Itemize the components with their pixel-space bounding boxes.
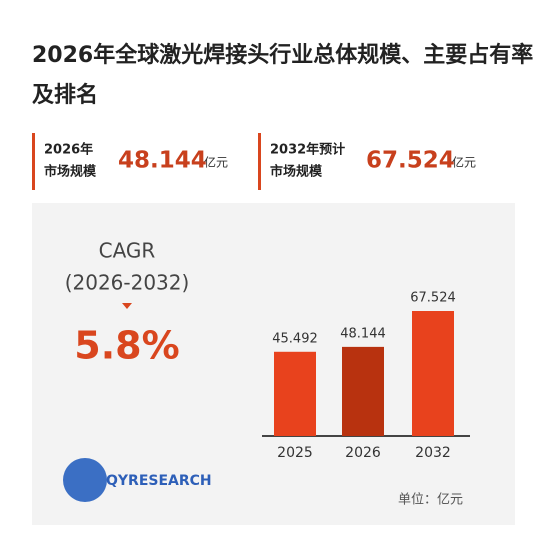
cagr-period: (2026-2032): [65, 271, 190, 295]
kpi-value: 48.144: [118, 148, 207, 174]
x-tick-label: 2032: [415, 445, 451, 461]
logo-globe: [63, 458, 107, 502]
kpi-accent: [32, 133, 35, 190]
kpi-label: 2032年预计: [270, 142, 345, 158]
kpi-value: 67.524: [366, 148, 455, 174]
cagr-label: CAGR: [99, 239, 156, 263]
value-label: 48.144: [340, 326, 386, 341]
logo-text: QYRESEARCH: [106, 473, 212, 489]
x-tick-label: 2025: [277, 445, 313, 461]
unit-note: 单位：亿元: [398, 493, 463, 508]
kpi-label: 2026年: [44, 142, 93, 158]
kpi-unit: 亿元: [452, 155, 476, 170]
bar: [412, 311, 454, 436]
pointer: [122, 303, 132, 309]
kpi-label: 市场规模: [270, 164, 323, 180]
bar: [342, 346, 384, 436]
kpi-accent: [258, 133, 261, 190]
kpi-label: 市场规模: [44, 164, 97, 180]
x-tick-label: 2026: [345, 445, 381, 461]
value-label: 45.492: [272, 331, 318, 346]
title: 2026年全球激光焊接头行业总体规模、主要占有率及排名: [32, 43, 534, 108]
value-label: 67.524: [410, 291, 456, 306]
kpi-unit: 亿元: [204, 155, 228, 170]
cagr-value: 5.8%: [74, 324, 179, 368]
bar: [274, 351, 316, 436]
